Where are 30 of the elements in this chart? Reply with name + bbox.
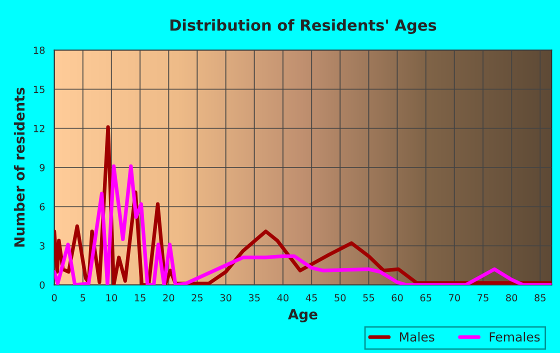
x-tick-label: 60 [392, 294, 403, 302]
chart-title: Distribution of Residents' Ages [170, 19, 436, 34]
y-tick-label: 3 [40, 242, 45, 250]
x-tick-label: 80 [506, 294, 518, 302]
x-tick-label: 0 [52, 294, 57, 302]
x-tick-label: 15 [134, 294, 146, 302]
legend-label: Females [490, 332, 540, 342]
y-axis-title: Number of residents [14, 88, 25, 247]
legend-label: Males [400, 332, 434, 342]
x-tick-label: 70 [449, 294, 460, 302]
y-tick-label: 18 [34, 46, 45, 54]
x-tick-label: 40 [277, 294, 288, 302]
x-tick-label: 10 [106, 294, 118, 302]
x-tick-label: 55 [363, 294, 374, 302]
y-tick-label: 0 [40, 281, 45, 289]
x-tick-label: 85 [534, 294, 546, 302]
x-tick-label: 50 [334, 294, 346, 302]
y-tick-label: 15 [34, 86, 44, 94]
x-tick-label: 25 [192, 294, 203, 302]
x-tick-label: 30 [220, 294, 232, 302]
x-tick-label: 75 [478, 294, 488, 302]
x-tick-label: 35 [248, 294, 260, 302]
x-axis-title: Age [288, 309, 318, 322]
y-tick-label: 9 [40, 164, 45, 172]
x-tick-label: 20 [163, 294, 174, 302]
x-tick-label: 45 [306, 294, 317, 302]
x-tick-label: 5 [80, 294, 86, 302]
y-tick-label: 6 [40, 203, 45, 210]
x-tick-label: 65 [420, 294, 432, 302]
y-tick-label: 12 [34, 124, 44, 132]
